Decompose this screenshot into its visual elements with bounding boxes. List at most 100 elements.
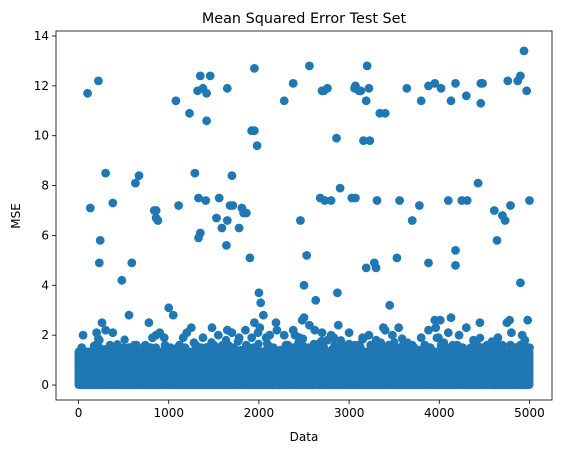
data-point bbox=[418, 377, 428, 386]
data-point bbox=[394, 323, 404, 333]
data-point bbox=[97, 318, 107, 328]
data-point bbox=[201, 196, 211, 205]
data-point bbox=[196, 378, 206, 387]
data-point bbox=[95, 236, 105, 245]
data-point bbox=[122, 363, 132, 372]
data-point bbox=[101, 168, 110, 178]
data-point bbox=[316, 367, 325, 376]
data-point bbox=[153, 380, 162, 390]
data-point bbox=[454, 374, 464, 383]
data-point bbox=[305, 61, 314, 71]
data-point bbox=[205, 355, 214, 365]
data-point bbox=[522, 374, 531, 383]
data-point bbox=[153, 348, 163, 357]
data-point bbox=[443, 196, 453, 205]
data-point bbox=[107, 380, 116, 390]
data-point bbox=[350, 359, 360, 368]
data-point bbox=[241, 325, 250, 335]
data-point bbox=[255, 323, 265, 333]
data-point bbox=[323, 83, 332, 93]
data-point bbox=[216, 378, 225, 387]
data-point bbox=[83, 88, 92, 98]
data-point bbox=[186, 323, 196, 333]
data-point bbox=[476, 79, 486, 88]
data-point bbox=[451, 79, 460, 88]
data-point bbox=[124, 343, 134, 352]
data-point bbox=[416, 333, 426, 343]
y-tick-label: 2 bbox=[41, 328, 49, 342]
plot-frame bbox=[55, 30, 553, 401]
data-point bbox=[142, 380, 152, 389]
data-point bbox=[213, 330, 223, 340]
data-point bbox=[124, 310, 134, 320]
data-point bbox=[356, 86, 366, 96]
data-point bbox=[475, 318, 485, 328]
data-point bbox=[392, 253, 402, 263]
y-tick-label: 10 bbox=[34, 129, 49, 143]
data-point bbox=[254, 288, 264, 298]
data-point bbox=[483, 364, 492, 374]
data-point bbox=[446, 313, 456, 323]
data-point bbox=[333, 320, 343, 330]
data-point bbox=[424, 325, 433, 335]
data-point bbox=[245, 253, 255, 263]
x-tick-label: 0 bbox=[75, 406, 83, 420]
data-point bbox=[460, 379, 469, 388]
data-point bbox=[112, 366, 121, 376]
data-point bbox=[364, 330, 374, 340]
data-point bbox=[384, 340, 394, 350]
chart-title: Mean Squared Error Test Set bbox=[202, 11, 407, 27]
data-point bbox=[515, 374, 524, 384]
data-point bbox=[79, 380, 89, 390]
data-point bbox=[416, 96, 426, 106]
data-point bbox=[516, 363, 526, 372]
data-point bbox=[105, 356, 115, 366]
data-point bbox=[475, 333, 485, 343]
data-point bbox=[442, 343, 451, 352]
data-point bbox=[332, 133, 341, 143]
data-point bbox=[227, 171, 237, 181]
data-point bbox=[406, 365, 415, 375]
data-point bbox=[395, 196, 404, 205]
data-point bbox=[256, 298, 266, 308]
data-point bbox=[94, 76, 103, 86]
data-point bbox=[228, 201, 238, 210]
data-point bbox=[461, 323, 471, 333]
data-point bbox=[250, 380, 259, 389]
data-point bbox=[382, 354, 391, 364]
data-point bbox=[229, 343, 239, 352]
data-point bbox=[250, 126, 259, 136]
data-point bbox=[235, 373, 245, 383]
data-point bbox=[329, 333, 339, 343]
data-point bbox=[463, 348, 473, 357]
data-point bbox=[321, 378, 330, 387]
data-point bbox=[252, 141, 262, 151]
y-tick-label: 0 bbox=[41, 378, 49, 392]
data-point bbox=[469, 357, 478, 366]
data-point bbox=[194, 193, 203, 203]
data-point bbox=[461, 91, 471, 101]
data-point bbox=[388, 330, 397, 340]
data-point bbox=[108, 198, 118, 208]
data-point bbox=[168, 310, 178, 320]
data-point bbox=[500, 216, 510, 225]
data-point bbox=[320, 196, 330, 205]
data-point bbox=[522, 343, 532, 352]
data-point bbox=[245, 362, 254, 371]
data-point bbox=[258, 348, 267, 357]
data-point bbox=[523, 315, 533, 325]
data-point bbox=[379, 323, 388, 333]
data-point bbox=[92, 328, 101, 338]
data-point bbox=[519, 46, 529, 56]
data-point bbox=[161, 361, 171, 370]
data-point bbox=[385, 300, 395, 310]
data-point bbox=[361, 96, 371, 106]
data-point bbox=[361, 371, 371, 380]
data-point bbox=[265, 373, 274, 382]
data-point bbox=[492, 236, 502, 245]
data-point bbox=[376, 338, 386, 348]
data-point bbox=[259, 310, 268, 320]
data-point bbox=[397, 348, 406, 357]
x-tick-label: 1000 bbox=[153, 406, 184, 420]
data-point bbox=[372, 353, 381, 362]
